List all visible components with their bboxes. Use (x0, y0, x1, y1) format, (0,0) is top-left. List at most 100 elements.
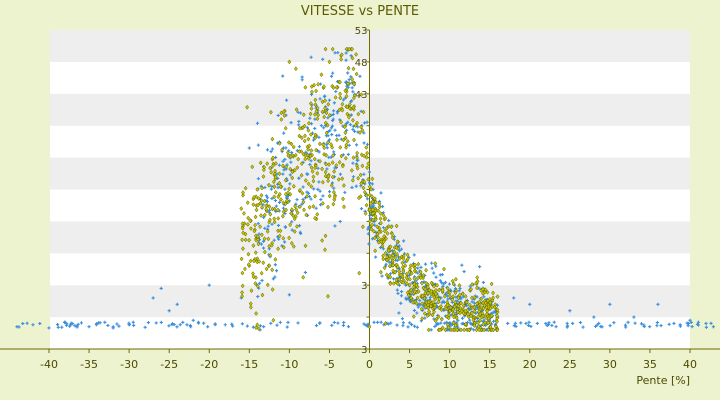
data-point (405, 252, 410, 258)
data-point (351, 161, 355, 165)
data-point (349, 54, 353, 58)
data-point (366, 322, 370, 326)
data-point (313, 135, 318, 141)
data-point (241, 246, 245, 252)
data-point (289, 240, 294, 246)
data-point (366, 227, 370, 231)
data-point (430, 266, 434, 270)
data-point (404, 275, 409, 280)
data-point (432, 271, 436, 275)
data-point (339, 153, 344, 159)
data-point (350, 46, 354, 52)
data-point (261, 174, 266, 179)
data-point (458, 286, 462, 291)
data-point (323, 120, 328, 126)
data-point (295, 210, 300, 216)
data-point (309, 55, 313, 59)
data-point (460, 322, 464, 326)
data-point (316, 81, 321, 87)
data-point (320, 99, 325, 105)
data-point (381, 256, 386, 262)
data-point (347, 78, 351, 82)
data-point (291, 144, 296, 150)
data-point (397, 249, 402, 253)
data-point (366, 161, 371, 167)
data-point (382, 265, 387, 271)
data-point (248, 304, 253, 310)
data-point (484, 311, 489, 317)
data-point (331, 71, 335, 75)
data-point (458, 300, 463, 306)
data-point (294, 107, 299, 112)
data-point (365, 165, 370, 171)
data-point (292, 167, 297, 173)
data-point (395, 323, 399, 327)
data-point (385, 257, 389, 263)
data-point (276, 246, 281, 252)
data-point (314, 147, 319, 153)
data-point (592, 315, 596, 319)
data-point (659, 323, 663, 328)
data-point (337, 159, 342, 165)
data-point (476, 314, 481, 319)
data-point (405, 256, 410, 262)
data-point (255, 121, 260, 125)
data-point (399, 247, 404, 251)
data-point (426, 327, 431, 333)
data-point (320, 179, 325, 185)
data-point (356, 158, 360, 162)
data-point (321, 57, 325, 61)
data-point (467, 327, 471, 333)
data-point (269, 150, 273, 154)
data-point (17, 325, 21, 329)
data-point (286, 153, 291, 158)
data-point (433, 318, 438, 324)
data-point (327, 138, 331, 142)
data-point (326, 178, 331, 184)
data-point (642, 323, 646, 327)
data-point (384, 262, 388, 266)
data-point (506, 321, 510, 325)
data-point (267, 182, 272, 188)
data-point (344, 128, 349, 132)
y-tick-label: 3 (361, 345, 367, 356)
data-point (488, 324, 493, 330)
data-point (394, 245, 399, 250)
data-point (277, 233, 282, 239)
data-point (255, 322, 260, 328)
data-point (624, 325, 628, 329)
data-point (455, 309, 460, 315)
data-point (413, 262, 418, 268)
data-point (281, 200, 286, 206)
data-point (272, 238, 276, 242)
data-point (270, 196, 274, 201)
data-point (285, 325, 289, 329)
data-point (362, 131, 366, 135)
data-point (251, 325, 255, 329)
data-point (255, 283, 260, 289)
data-point (375, 224, 380, 230)
data-point (307, 143, 312, 149)
data-point (310, 89, 314, 95)
data-point (491, 319, 496, 323)
data-point (495, 307, 500, 313)
data-point (278, 184, 283, 190)
data-point (351, 95, 356, 101)
data-point (288, 166, 293, 172)
data-point (146, 320, 151, 325)
data-point (323, 46, 328, 52)
data-point (331, 153, 335, 158)
data-point (460, 291, 465, 297)
data-point (519, 321, 523, 325)
data-point (272, 184, 277, 190)
data-point (303, 85, 308, 90)
data-point (300, 190, 305, 196)
data-point (453, 290, 458, 296)
data-point (103, 320, 107, 324)
data-point (453, 322, 458, 328)
data-point (361, 109, 366, 115)
data-point (350, 86, 354, 90)
data-point (400, 260, 405, 266)
data-point (308, 116, 312, 120)
data-point (309, 106, 314, 111)
